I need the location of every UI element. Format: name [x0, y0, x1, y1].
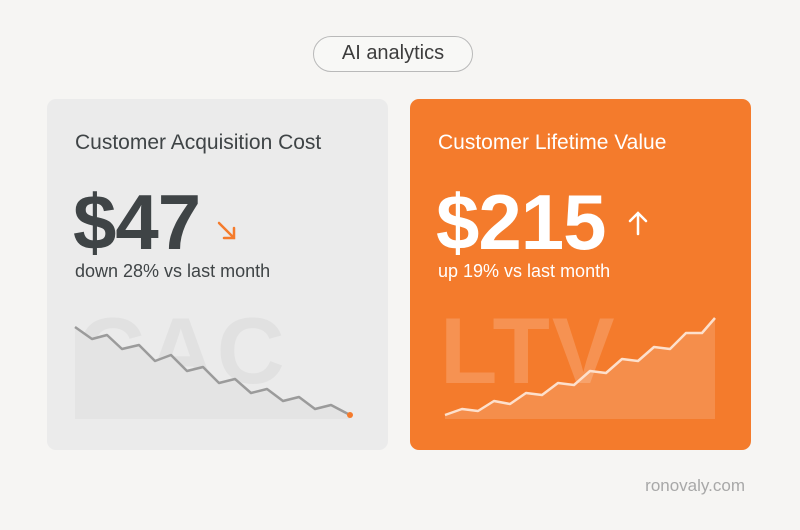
- sparkline: [74, 325, 353, 419]
- badge: AI analytics: [313, 36, 473, 72]
- watermark: LTV: [440, 298, 617, 403]
- kpi-card: LTV Customer Lifetime Value $215 up 19% …: [410, 99, 751, 450]
- kpi-value: $215: [436, 178, 607, 266]
- change-text: up 19% vs last month: [438, 261, 611, 281]
- down-arrow-icon: [217, 221, 236, 240]
- change-text: down 28% vs last month: [75, 261, 271, 281]
- site-url: ronovaly.com: [645, 476, 745, 495]
- kpi-card: CAC Customer Acquisition Cost $47 down 2…: [47, 99, 388, 450]
- card-title: Customer Acquisition Cost: [75, 131, 322, 154]
- up-arrow-icon: [628, 211, 648, 236]
- card-title: Customer Lifetime Value: [438, 131, 667, 154]
- kpi-value: $47: [73, 178, 201, 266]
- sparkline: [444, 317, 716, 419]
